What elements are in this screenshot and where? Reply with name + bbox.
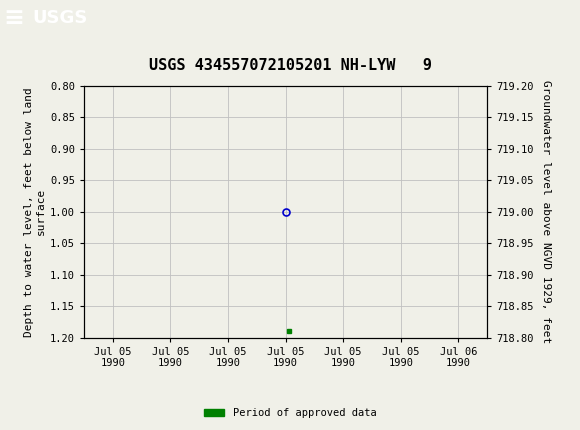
Legend: Period of approved data: Period of approved data [200, 404, 380, 423]
Text: ≡: ≡ [3, 6, 24, 30]
Text: USGS: USGS [32, 9, 87, 27]
Y-axis label: Depth to water level, feet below land
surface: Depth to water level, feet below land su… [24, 87, 46, 337]
Text: USGS 434557072105201 NH-LYW   9: USGS 434557072105201 NH-LYW 9 [148, 58, 432, 73]
Y-axis label: Groundwater level above NGVD 1929, feet: Groundwater level above NGVD 1929, feet [541, 80, 550, 344]
